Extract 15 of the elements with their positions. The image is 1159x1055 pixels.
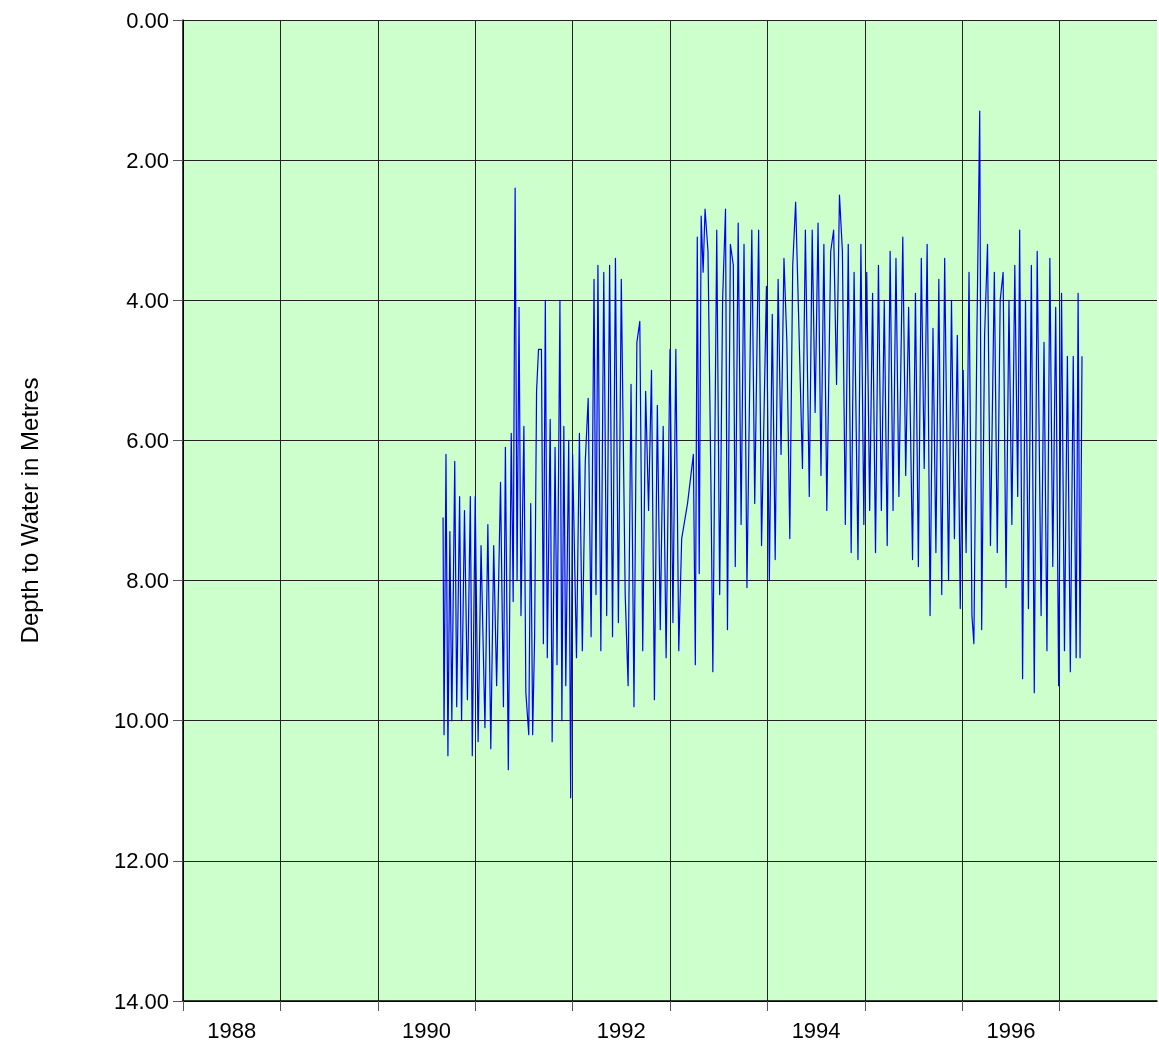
- y-tick-label: 14.00: [113, 988, 169, 1014]
- x-tick-label: 1988: [207, 1017, 257, 1043]
- y-tick-label: 0.00: [126, 7, 169, 33]
- y-tick-label: 10.00: [113, 708, 169, 734]
- x-tick-label: 1994: [791, 1017, 841, 1043]
- y-tick-label: 6.00: [126, 427, 169, 453]
- x-tick-label: 1990: [402, 1017, 451, 1043]
- x-tick-label: 1996: [986, 1017, 1036, 1043]
- y-tick-label: 8.00: [126, 568, 169, 594]
- y-tick-label: 4.00: [126, 287, 169, 313]
- y-tick-label: 12.00: [113, 848, 169, 874]
- y-axis-title: Depth to Water in Metres: [15, 377, 43, 644]
- y-tick-label: 2.00: [126, 147, 169, 173]
- x-tick-label: 1992: [596, 1017, 646, 1043]
- line-series: [442, 110, 1083, 799]
